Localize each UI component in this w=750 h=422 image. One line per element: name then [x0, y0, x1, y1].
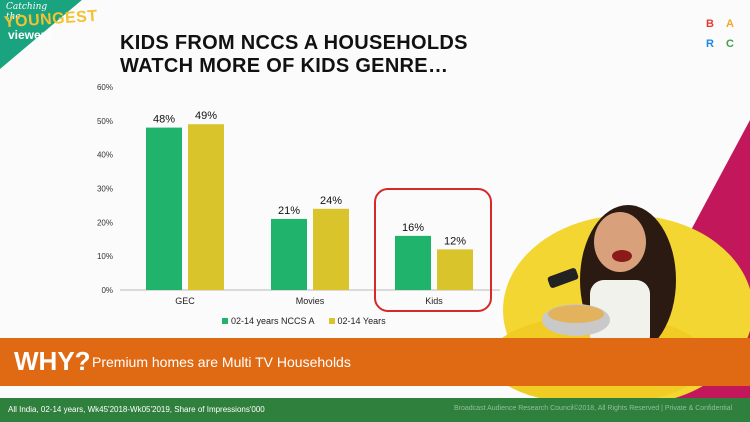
- bar: [146, 127, 182, 290]
- y-tick-label: 0%: [101, 286, 113, 295]
- y-tick-label: 30%: [97, 185, 113, 194]
- corner-tagline-3: viewers: [8, 28, 53, 42]
- barc-letter-b: B: [706, 18, 714, 30]
- footer-source-note: All India, 02-14 years, Wk45'2018-Wk05'2…: [8, 405, 265, 414]
- footer-bar: [0, 398, 750, 422]
- data-label: 21%: [278, 205, 300, 217]
- x-tick-label: Movies: [296, 296, 325, 306]
- y-tick-label: 60%: [97, 83, 113, 92]
- corner-background: [0, 0, 89, 74]
- legend-swatch-all: [328, 318, 335, 324]
- y-tick-label: 40%: [97, 151, 113, 160]
- data-label: 12%: [444, 235, 466, 247]
- legend-label-nccs-a: 02-14 years NCCS A: [231, 316, 315, 326]
- x-tick-label: GEC: [175, 296, 195, 306]
- data-label: 49%: [195, 110, 217, 122]
- legend-item-nccs-a: 02-14 years NCCS A: [222, 316, 315, 326]
- bar: [313, 208, 349, 290]
- chart-legend: 02-14 years NCCS A 02-14 Years: [222, 316, 386, 326]
- footer-copyright: Broadcast Audience Research Council©2018…: [454, 405, 733, 412]
- y-tick-label: 50%: [97, 117, 113, 126]
- barc-letter-a: A: [726, 18, 734, 30]
- x-tick-label: Kids: [425, 296, 443, 306]
- why-label: WHY?: [14, 346, 91, 376]
- data-label: 48%: [153, 114, 175, 126]
- y-tick-label: 20%: [97, 218, 113, 227]
- slide-title-line2: WATCH MORE OF KIDS GENRE…: [120, 55, 449, 77]
- kids-highlight-box: [374, 188, 492, 312]
- y-tick-label: 10%: [97, 252, 113, 261]
- corner-tagline-1: Catching the: [6, 2, 48, 22]
- bar: [437, 249, 473, 290]
- bar: [188, 124, 224, 290]
- legend-label-all: 02-14 Years: [337, 316, 386, 326]
- barc-letter-c: C: [726, 38, 734, 50]
- slide-title-line1: KIDS FROM NCCS A HOUSEHOLDS: [120, 32, 468, 54]
- why-banner: [0, 338, 750, 386]
- legend-swatch-nccs-a: [222, 318, 228, 324]
- legend-item-all: 02-14 Years: [328, 316, 386, 326]
- bar: [271, 218, 307, 290]
- why-text: Premium homes are Multi TV Households: [92, 354, 351, 370]
- barc-logo: B A R C: [700, 14, 740, 54]
- slide-title: KIDS FROM NCCS A HOUSEHOLDS WATCH MORE O…: [120, 32, 468, 78]
- barc-letter-r: R: [706, 38, 714, 50]
- data-label: 24%: [320, 195, 342, 207]
- data-label: 16%: [402, 222, 424, 234]
- bar: [395, 235, 431, 290]
